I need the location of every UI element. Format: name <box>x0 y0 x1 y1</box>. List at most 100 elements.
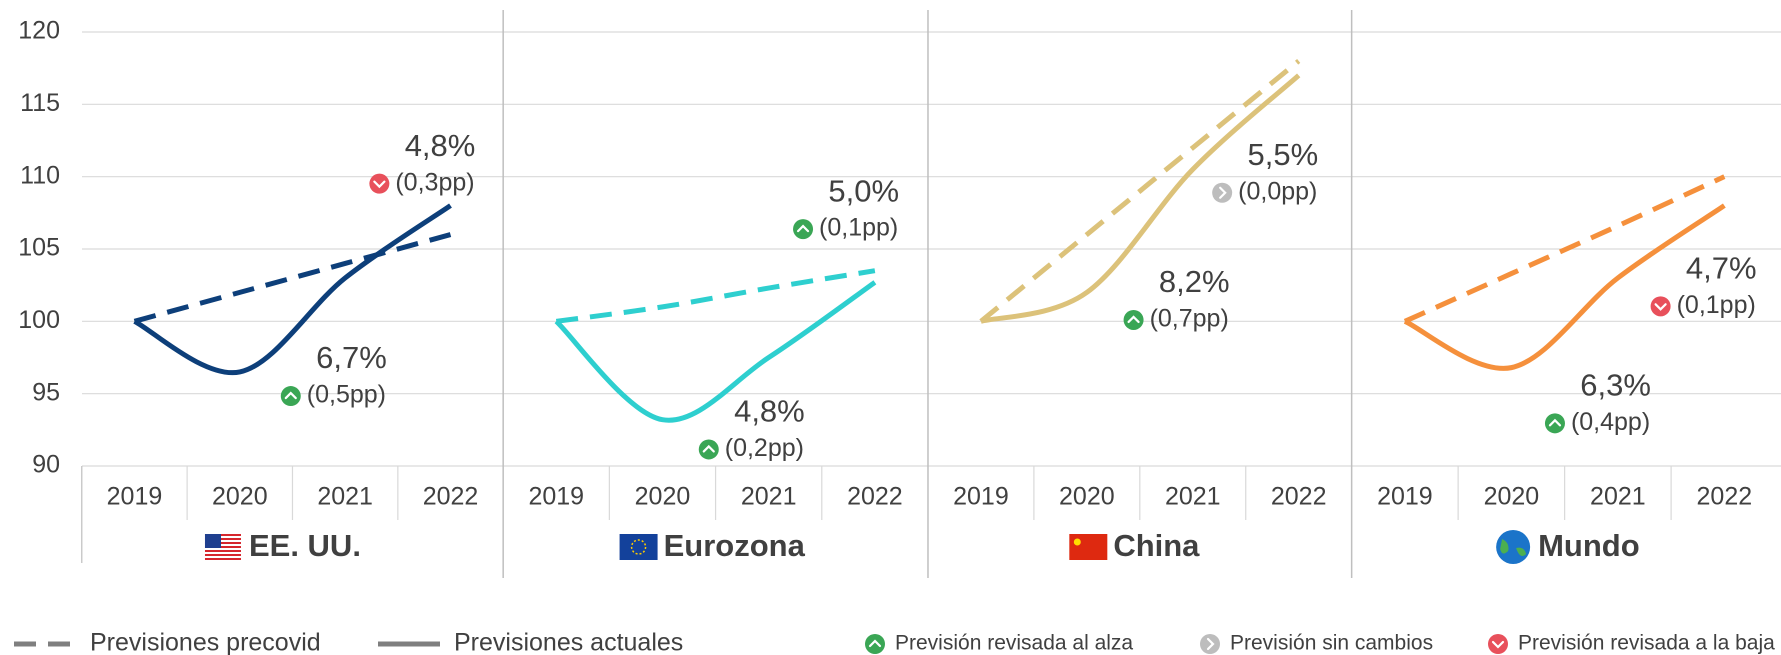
marker-chevron <box>1654 303 1667 311</box>
flag <box>1073 538 1081 546</box>
change-label: (0,1pp) <box>1677 291 1756 319</box>
panel-title: Eurozona <box>664 528 806 563</box>
marker-chevron <box>1206 637 1215 651</box>
change-label: (0,2pp) <box>725 434 804 462</box>
legend-label: Previsión revisada al alza <box>895 632 1133 655</box>
value-label: 6,3% <box>1580 368 1651 403</box>
y-tick-label: 110 <box>20 161 60 189</box>
revision-marker <box>369 173 390 194</box>
annotation: 8,2% (0,7pp) <box>1123 264 1230 333</box>
revision-marker <box>1544 413 1565 434</box>
y-tick-label: 100 <box>18 306 60 334</box>
annotation: 4,8% (0,3pp) <box>369 128 475 196</box>
legend-label: Previsiones precovid <box>90 629 321 655</box>
series-line <box>1403 203 1726 371</box>
legend-item: Previsión revisada a la baja <box>1488 632 1775 655</box>
legend-item: Previsión sin cambios <box>1200 632 1433 655</box>
annotation: 4,7% (0,1pp) <box>1650 251 1757 319</box>
revision-marker <box>1123 309 1144 330</box>
flag <box>204 546 241 548</box>
flag <box>204 534 241 536</box>
series-line <box>133 232 452 324</box>
x-tick-label: 2021 <box>741 483 797 511</box>
legend-marker <box>1200 634 1220 654</box>
marker-chevron <box>373 180 386 189</box>
marker-chevron <box>1127 315 1140 324</box>
panel-title: China <box>1113 528 1200 563</box>
flag <box>1500 539 1527 556</box>
flag <box>204 554 241 556</box>
panel-title: Mundo <box>1538 528 1640 563</box>
x-tick-label: 2020 <box>212 483 268 511</box>
annotation: 5,0% (0,1pp) <box>793 173 899 242</box>
legend-marker <box>1488 634 1508 654</box>
change-label: (0,1pp) <box>819 214 898 242</box>
x-tick-label: 2020 <box>635 483 691 511</box>
change-label: (0,0pp) <box>1238 177 1317 205</box>
flag <box>204 558 241 560</box>
legend-label: Previsiones actuales <box>454 629 683 655</box>
marker-chevron <box>1491 640 1505 649</box>
change-label: (0,4pp) <box>1571 408 1650 436</box>
x-tick-label: 2019 <box>953 483 1009 511</box>
marker-chevron <box>796 224 810 233</box>
marker-chevron <box>868 639 882 648</box>
flag <box>204 538 241 540</box>
annotation: 6,7% (0,5pp) <box>280 340 387 409</box>
value-label: 5,5% <box>1247 137 1318 172</box>
legend-marker <box>865 634 885 654</box>
revision-marker <box>698 439 719 460</box>
series-line <box>555 268 876 324</box>
value-label: 4,8% <box>734 394 805 429</box>
legend-item: Previsión revisada al alza <box>865 632 1133 655</box>
y-tick-label: 105 <box>18 234 60 262</box>
marker-chevron <box>284 391 297 400</box>
x-tick-label: 2022 <box>847 483 903 511</box>
series-line <box>979 58 1301 324</box>
x-tick-label: 2021 <box>1165 483 1221 511</box>
series-line <box>1403 174 1726 324</box>
value-label: 4,8% <box>405 128 476 163</box>
change-label: (0,5pp) <box>307 381 386 409</box>
x-tick-label: 2019 <box>1377 483 1433 511</box>
revision-marker <box>1212 182 1233 203</box>
series-line <box>980 73 1301 324</box>
value-label: 6,7% <box>316 340 387 375</box>
flag <box>204 534 221 548</box>
panel-title: EE. UU. <box>249 528 361 563</box>
x-tick-label: 2022 <box>423 483 479 511</box>
legend-label: Previsión sin cambios <box>1230 632 1433 655</box>
revision-marker <box>793 219 814 240</box>
flag <box>204 550 241 552</box>
series-line <box>133 203 452 376</box>
value-label: 5,0% <box>828 173 899 208</box>
annotation: 4,8% (0,2pp) <box>698 394 805 462</box>
marker-chevron <box>1548 418 1562 427</box>
x-tick-label: 2019 <box>528 483 584 511</box>
x-tick-label: 2021 <box>1590 483 1646 511</box>
change-label: (0,3pp) <box>395 168 474 196</box>
x-tick-label: 2022 <box>1697 483 1753 511</box>
value-label: 8,2% <box>1159 264 1230 299</box>
x-tick-label: 2022 <box>1271 483 1327 511</box>
marker-chevron <box>1219 186 1227 199</box>
revision-marker <box>1650 296 1671 317</box>
x-tick-label: 2020 <box>1484 483 1540 511</box>
flag <box>630 539 647 555</box>
value-label: 4,7% <box>1686 251 1757 286</box>
flag <box>619 534 658 560</box>
y-tick-label: 95 <box>32 378 60 406</box>
x-tick-label: 2021 <box>317 483 373 511</box>
legend-label: Previsión revisada a la baja <box>1518 632 1775 655</box>
y-tick-label: 120 <box>18 17 60 45</box>
flag <box>1069 534 1108 560</box>
flag <box>204 542 241 544</box>
revision-marker <box>280 386 301 407</box>
x-tick-label: 2019 <box>107 483 163 511</box>
change-label: (0,7pp) <box>1150 305 1229 333</box>
series-line <box>554 280 877 423</box>
annotation: 5,5% (0,0pp) <box>1212 137 1318 205</box>
y-tick-label: 115 <box>20 89 60 117</box>
y-tick-label: 90 <box>32 451 60 479</box>
